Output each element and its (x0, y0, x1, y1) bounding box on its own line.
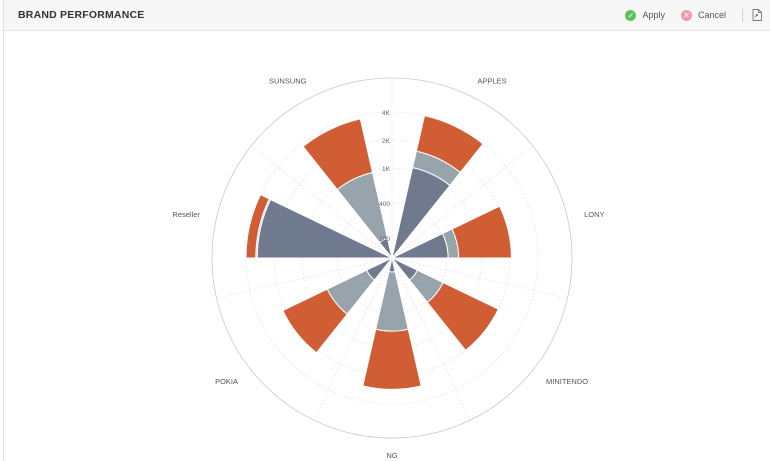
radial-tick-label: 400 (379, 201, 390, 208)
bar-segment (426, 281, 499, 352)
bar-segment (282, 288, 348, 354)
category-label: SUNSUNG (269, 77, 307, 86)
category-label: NG (386, 451, 397, 460)
check-circle-icon: ✓ (625, 9, 637, 21)
close-circle-icon: ✕ (680, 9, 692, 21)
category-label: POKIA (215, 377, 238, 386)
grid-ring (245, 111, 539, 405)
category-label: MINITENDO (546, 377, 588, 386)
bar-segment (375, 271, 409, 332)
bar-segment (362, 328, 422, 390)
radial-tick-label: 100 (379, 236, 390, 243)
cancel-button[interactable]: ✕ Cancel (680, 9, 726, 21)
cancel-label: Cancel (697, 10, 726, 20)
radial-tick-label: 2K (382, 138, 391, 145)
apply-label: Apply (642, 10, 665, 20)
category-label: Reseller (172, 210, 200, 219)
radial-tick-label: 1K (382, 166, 391, 173)
export-document-icon[interactable] (752, 9, 762, 21)
bar-segment (451, 205, 512, 259)
panel-title: BRAND PERFORMANCE (18, 9, 145, 21)
category-label: LONY (584, 210, 604, 219)
polar-bar-chart: APPLES LONY MINITENDO NG POKIA Reseller SUNSUN… (172, 77, 604, 461)
radial-tick-label: 4K (382, 110, 391, 117)
brand-performance-panel: BRAND PERFORMANCE ✓ Apply ✕ Cancel APPLE… (3, 0, 770, 461)
bar-segment (302, 118, 374, 191)
apply-button[interactable]: ✓ Apply (625, 9, 665, 21)
panel-header: BRAND PERFORMANCE ✓ Apply ✕ Cancel (4, 0, 770, 31)
bar-segment (245, 194, 270, 259)
bar-segment (415, 115, 484, 174)
category-label: APPLES (478, 77, 507, 86)
header-divider (742, 8, 743, 22)
header-actions: ✓ Apply ✕ Cancel (625, 6, 762, 24)
